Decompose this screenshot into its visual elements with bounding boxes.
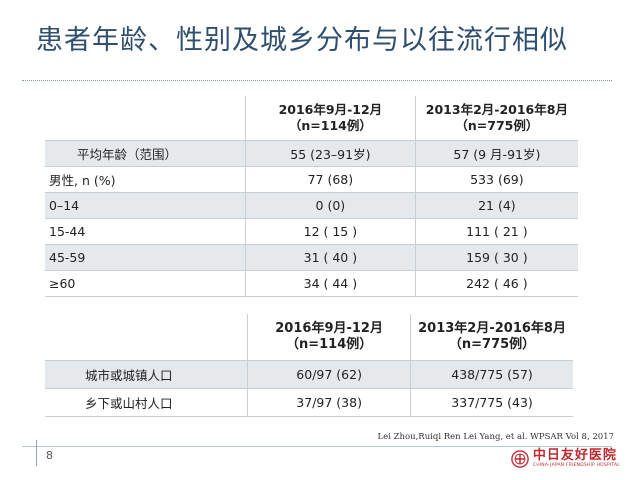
- title-divider: [22, 80, 612, 81]
- hospital-logo: 中日友好医院 CHINA-JAPAN FRIENDSHIP HOSPITAL: [511, 449, 620, 469]
- header-sample-size: （n=775例）: [455, 117, 539, 133]
- table-row: 城市或城镇人口 60/97 (62) 438/775 (57): [45, 360, 573, 388]
- cell-value: 34 ( 44 ): [245, 270, 416, 296]
- page-number: 8: [46, 449, 53, 462]
- header-period-2013-2016: 2013年2月-2016年8月 （n=775例）: [410, 314, 573, 360]
- header-sample-size: （n=114例）: [285, 336, 373, 352]
- table-row: 15-44 12 ( 15 ) 111 ( 21 ): [45, 218, 578, 244]
- cell-value: 60/97 (62): [247, 360, 411, 388]
- row-label: 城市或城镇人口: [85, 367, 173, 383]
- logo-name-cn: 中日友好医院: [532, 448, 617, 463]
- cell-value: 37/97 (38): [247, 388, 411, 416]
- cell-value: 111 ( 21 ): [414, 218, 578, 244]
- table-row: ≥60 34 ( 44 ) 242 ( 46 ): [45, 270, 578, 296]
- table-header-row: 2016年9月-12月 （n=114例） 2013年2月-2016年8月 （n=…: [45, 96, 578, 140]
- row-label: 45-59: [49, 249, 86, 265]
- slide-title: 患者年龄、性别及城乡分布与以往流行相似: [36, 25, 568, 56]
- table-row: 男性, n (%) 77 (68) 533 (69): [45, 166, 578, 192]
- cell-value: 21 (4): [414, 192, 578, 218]
- header-sample-size: （n=114例）: [288, 117, 372, 133]
- header-period-2016: 2016年9月-12月 （n=114例）: [245, 96, 416, 140]
- table-row: 平均年龄（范围） 55 (23–91岁) 57 (9 月-91岁): [45, 140, 578, 166]
- header-sample-size: （n=775例）: [448, 336, 536, 352]
- row-label: 15-44: [49, 223, 86, 239]
- cell-value: 438/775 (57): [410, 360, 573, 388]
- cell-value: 0 (0): [245, 192, 416, 218]
- table-header-row: 2016年9月-12月 （n=114例） 2013年2月-2016年8月 （n=…: [45, 314, 573, 360]
- header-period-2013-2016: 2013年2月-2016年8月 （n=775例）: [414, 96, 578, 140]
- logo-name-en: CHINA-JAPAN FRIENDSHIP HOSPITAL: [532, 463, 620, 468]
- cell-value: 55 (23–91岁): [245, 140, 416, 166]
- cell-value: 159 ( 30 ): [414, 244, 578, 270]
- footer-accent-bar: [36, 440, 37, 466]
- table-row: 45-59 31 ( 40 ) 159 ( 30 ): [45, 244, 578, 270]
- table-row: 乡下或山村人口 37/97 (38) 337/775 (43): [45, 388, 573, 416]
- row-label: 0–14: [49, 197, 80, 213]
- citation-text: Lei Zhou,Ruiqi Ren Lei Yang, et al. WPSA…: [377, 432, 614, 442]
- row-label: 平均年龄（范围）: [77, 146, 178, 162]
- row-label: 男性, n (%): [49, 172, 116, 188]
- cell-value: 77 (68): [245, 166, 416, 192]
- header-period-label: 2013年2月-2016年8月: [418, 320, 566, 336]
- row-label: 乡下或山村人口: [85, 395, 173, 411]
- header-blank-cell: [45, 314, 248, 360]
- table-row: 0–14 0 (0) 21 (4): [45, 192, 578, 218]
- hospital-emblem-icon: [511, 450, 529, 468]
- header-period-label: 2013年2月-2016年8月: [425, 101, 568, 117]
- cell-value: 242 ( 46 ): [414, 270, 578, 296]
- footer-divider: [22, 446, 612, 447]
- cell-value: 31 ( 40 ): [245, 244, 416, 270]
- cell-value: 12 ( 15 ): [245, 218, 416, 244]
- header-blank-cell: [45, 96, 246, 140]
- header-period-label: 2016年9月-12月: [275, 320, 383, 336]
- urban-rural-table: 2016年9月-12月 （n=114例） 2013年2月-2016年8月 （n=…: [45, 314, 573, 417]
- cell-value: 57 (9 月-91岁): [414, 140, 578, 166]
- header-period-2016: 2016年9月-12月 （n=114例）: [247, 314, 411, 360]
- row-label: ≥60: [49, 275, 76, 291]
- age-sex-table: 2016年9月-12月 （n=114例） 2013年2月-2016年8月 （n=…: [45, 96, 578, 297]
- header-period-label: 2016年9月-12月: [278, 101, 383, 117]
- cell-value: 533 (69): [414, 166, 578, 192]
- cell-value: 337/775 (43): [410, 388, 573, 416]
